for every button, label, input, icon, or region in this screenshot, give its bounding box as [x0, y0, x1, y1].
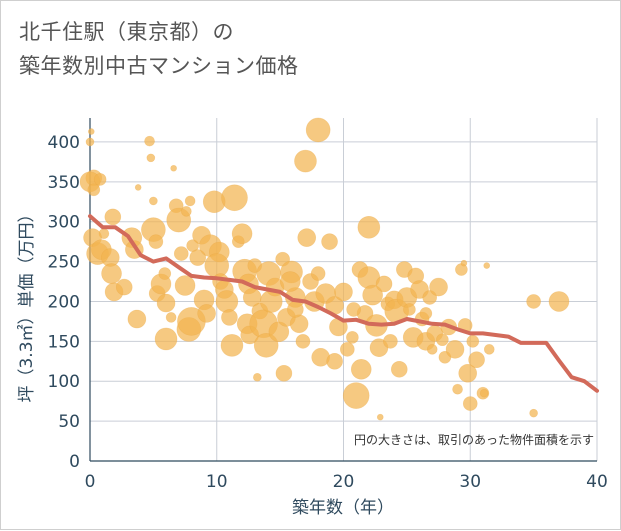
bubble-point: [275, 364, 293, 382]
title-line-1: 北千住駅（東京都）の: [19, 20, 234, 44]
bubble-point: [170, 164, 177, 172]
y-tick-label: 150: [48, 332, 80, 352]
bubble-point: [383, 334, 398, 349]
bubble-point: [165, 312, 177, 323]
bubble-point: [146, 153, 156, 163]
bubble-point: [279, 271, 301, 292]
bubble-point: [426, 344, 438, 355]
bubble-point: [357, 215, 381, 239]
y-tick-label: 350: [48, 173, 80, 193]
bubble-point: [101, 263, 122, 284]
bubble-point: [189, 249, 207, 266]
bubble-point: [342, 382, 370, 409]
bubble-point: [375, 275, 393, 293]
bubble-point: [340, 342, 355, 357]
bubble-point: [350, 358, 372, 380]
bubble-point: [174, 275, 196, 296]
bubble-point: [419, 307, 433, 320]
bubble-point: [310, 266, 326, 281]
bubble-point: [468, 351, 485, 368]
chart-title: 北千住駅（東京都）の 築年数別中古マンション価格: [19, 15, 299, 83]
bubble-point: [231, 223, 253, 244]
x-tick-label: 20: [333, 472, 355, 492]
bubble-point: [460, 259, 468, 267]
bubble-point: [289, 314, 309, 334]
bubble-point: [445, 340, 465, 359]
bubble-point: [321, 233, 338, 250]
bubble-point: [85, 137, 95, 147]
bubble-point: [483, 262, 491, 269]
bubble-point: [294, 149, 317, 173]
trend-line: [88, 214, 599, 393]
y-axis-title: 坪（3.3㎡）単価（万円）: [17, 205, 37, 402]
bubble-point: [479, 388, 489, 398]
bubble-point: [154, 327, 178, 351]
bubble-point: [526, 294, 541, 309]
bubble-point: [287, 301, 304, 318]
bubble-point: [87, 183, 101, 197]
bubble-point: [127, 309, 147, 329]
y-tick-label: 50: [58, 412, 80, 432]
bubble-point: [158, 267, 172, 280]
bubble-point: [215, 290, 239, 313]
bubble-point: [462, 396, 478, 411]
bubble-point: [156, 293, 176, 313]
tick-labels: 0 50 100 150 200 250 300 350 400 0 10 20 30 40: [48, 133, 608, 492]
bubble-point: [295, 334, 311, 349]
bubble-point: [305, 117, 331, 143]
bubble-point: [220, 334, 244, 357]
y-tick-label: 100: [48, 372, 80, 392]
bubble-point: [197, 304, 216, 323]
bubble-point: [253, 372, 262, 382]
x-tick-label: 0: [85, 472, 96, 492]
bubble-point: [204, 253, 230, 278]
bubble-point: [173, 246, 189, 261]
bubble-point: [115, 278, 133, 296]
bubble-point: [149, 196, 158, 206]
x-tick-label: 40: [586, 472, 608, 492]
size-annotation: 円の大きさは、取引のあった物件面積を示す: [354, 432, 594, 447]
bubble-point: [334, 282, 353, 302]
bubble-point: [376, 413, 384, 421]
x-axis-title: 築年数（年）: [292, 498, 394, 518]
bubbles: [79, 117, 570, 421]
bubble-point: [326, 352, 343, 370]
bubble-point: [148, 234, 164, 249]
bubble-point: [346, 302, 361, 317]
trend-line-group: [88, 214, 599, 393]
bubble-point: [221, 184, 248, 212]
bubble-point: [221, 309, 238, 326]
bubble-point: [134, 184, 142, 191]
x-tick-label: 10: [206, 472, 228, 492]
x-tick-label: 30: [459, 472, 481, 492]
bubble-point: [390, 360, 408, 378]
bubble-point: [346, 331, 359, 344]
bubble-point: [297, 228, 317, 247]
bubble-point: [458, 363, 478, 383]
y-tick-label: 400: [48, 133, 80, 153]
title-line-2: 築年数別中古マンション価格: [19, 54, 299, 78]
y-tick-label: 250: [48, 253, 80, 273]
bubble-point: [483, 344, 495, 355]
y-tick-label: 0: [69, 452, 80, 472]
bubble-point: [452, 383, 463, 395]
y-tick-label: 300: [48, 213, 80, 233]
bubble-point: [436, 333, 449, 347]
bubble-point: [403, 303, 416, 316]
bubble-point: [362, 284, 383, 306]
y-tick-label: 200: [48, 292, 80, 312]
bubble-point: [253, 333, 279, 358]
bubble-point: [181, 206, 192, 217]
bubble-point: [144, 135, 155, 147]
bubble-point: [93, 173, 107, 186]
bubble-point: [548, 291, 570, 312]
bubble-point: [529, 408, 538, 418]
bubble-point: [429, 277, 448, 297]
bubble-point: [87, 128, 95, 135]
bubble-point: [184, 195, 196, 207]
bubble-point: [104, 208, 122, 226]
bubble-point: [466, 335, 480, 348]
